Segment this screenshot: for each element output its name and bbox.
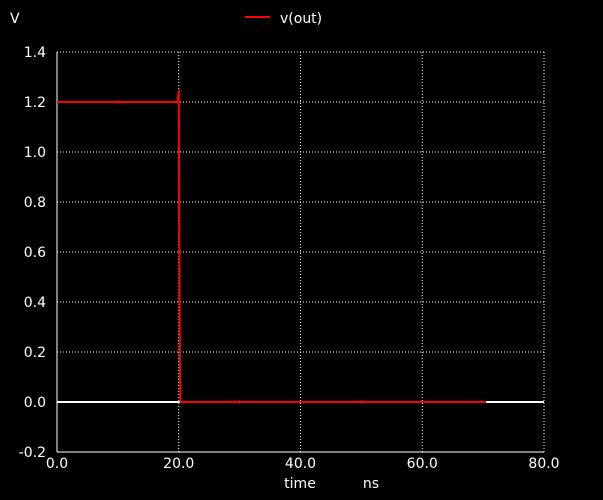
legend: v(out) [245,11,322,27]
x-tick-label: 80.0 [528,456,559,472]
series-line [57,89,487,403]
x-tick-labels: 0.0 20.0 40.0 60.0 80.0 [46,456,560,472]
y-axis-label: V [10,11,20,27]
y-tick-label: 1.2 [24,95,46,111]
x-tick-label: 0.0 [46,456,68,472]
x-axis-label: time [284,476,316,492]
x-tick-label: 60.0 [407,456,438,472]
y-tick-label: 0.6 [24,245,46,261]
x-tick-label: 20.0 [163,456,194,472]
y-tick-label: -0.2 [19,445,46,461]
y-tick-label: 0.4 [24,295,46,311]
y-tick-label: 0.2 [24,345,46,361]
series-layer [57,89,487,404]
y-tick-label: 1.0 [24,145,46,161]
x-axis-unit: ns [363,476,379,492]
y-tick-label: 0.0 [24,395,46,411]
legend-label: v(out) [280,11,322,27]
y-tick-labels: -0.2 0.0 0.2 0.4 0.6 0.8 1.0 1.2 1.4 [19,45,46,461]
y-tick-label: 0.8 [24,195,46,211]
y-tick-label: 1.4 [24,45,46,61]
x-tick-label: 40.0 [285,456,316,472]
